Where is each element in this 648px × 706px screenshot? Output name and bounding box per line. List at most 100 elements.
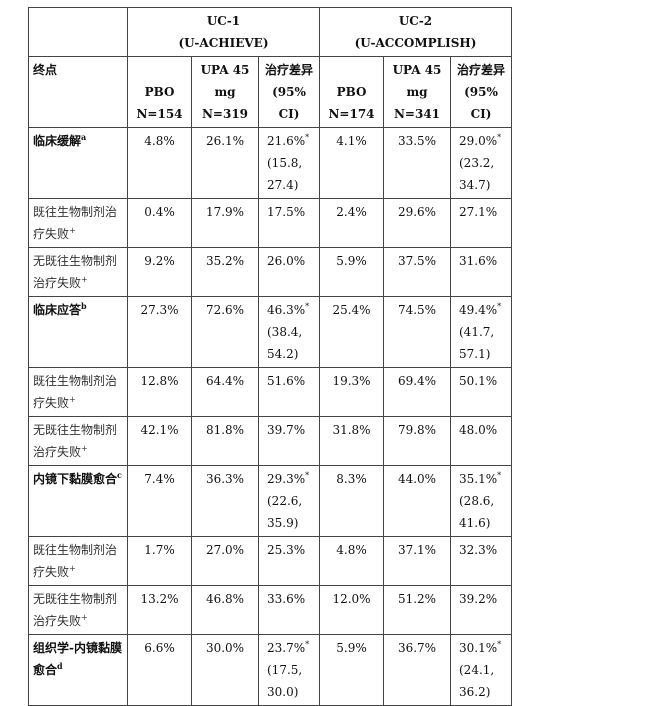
column-header-line: (95% [272,85,306,99]
rate-cell: 74.5% [383,296,451,368]
table-row: 既往生物制剂治疗失败+ 12.8% 64.4% 51.6% 19.3% 69.4% 50.1… [28,367,512,417]
cell-value: 32.3% [459,543,498,557]
cell-value: 2.4% [336,205,367,219]
confidence-interval-line: (22.6, [267,494,303,508]
rate-cell: 7.4% [127,465,192,537]
footnote-marker: + [81,444,88,453]
cell-value: 5.9% [336,254,367,268]
cell-value: 1.7% [144,543,175,557]
column-header-line: PBO [336,85,367,99]
confidence-interval-line: (15.8, [267,156,303,170]
column-header-line: N=319 [201,107,249,121]
cell-value: 46.3% [267,303,306,317]
treatment-difference-cell: 39.2% [450,585,512,635]
confidence-interval-line: 36.2) [459,685,491,699]
treatment-difference-cell: 31.6% [450,247,512,297]
column-header-line: CI) [470,107,492,121]
confidence-interval-line: 34.7) [459,178,491,192]
rate-cell: 33.5% [383,127,451,199]
cell-value: 72.6% [205,303,245,317]
cell-value: 4.8% [144,134,175,148]
significance-marker: * [305,302,310,311]
significance-marker: * [497,302,502,311]
column-header-line: mg [406,85,428,99]
column-header-line: 治疗差异 [264,63,313,77]
cell-value: 37.1% [397,543,437,557]
cell-value: 25.4% [332,303,371,317]
column-header-line: CI) [278,107,300,121]
group-title: UC-1 [206,14,241,28]
cell-value: 50.1% [459,374,498,388]
rate-cell: 30.0% [191,634,259,706]
cell-value: 6.6% [144,641,175,655]
cell-value: 42.1% [140,423,179,437]
rate-cell: 72.6% [191,296,259,368]
rate-cell: 25.4% [319,296,384,368]
confidence-interval-line: 27.4) [267,178,299,192]
cell-value: 19.3% [332,374,371,388]
column-header-line: UPA 45 [200,63,250,77]
rate-cell: 27.3% [127,296,192,368]
footnote-marker: d [57,661,63,671]
footnote-marker: + [69,395,76,404]
column-header: PBO N=174 [319,56,384,128]
cell-value: 4.1% [336,134,367,148]
group-header-uc1: UC-1 (U-ACHIEVE) [127,7,320,57]
rate-cell: 64.4% [191,367,259,417]
treatment-difference-cell: 27.1% [450,198,512,248]
column-header: PBO N=154 [127,56,192,128]
footnote-marker: a [81,132,87,142]
endpoint-label: 无既往生物制剂治疗失败+ [28,247,128,297]
endpoint-label: 既往生物制剂治疗失败+ [28,198,128,248]
treatment-difference-cell: 50.1% [450,367,512,417]
treatment-difference-cell: 23.7%* (17.5, 30.0) [258,634,320,706]
rate-cell: 79.8% [383,416,451,466]
cell-value: 9.2% [144,254,175,268]
confidence-interval-line: (38.4, [267,325,303,339]
cell-value: 74.5% [397,303,437,317]
cell-value: 31.8% [332,423,371,437]
cell-value: 29.0% [459,134,498,148]
rate-cell: 37.5% [383,247,451,297]
table-row: 无既往生物制剂治疗失败+ 42.1% 81.8% 39.7% 31.8% 79.8% 48.… [28,416,512,466]
rate-cell: 37.1% [383,536,451,586]
rate-cell: 46.8% [191,585,259,635]
endpoint-label-text: 无既往生物制剂治疗失败 [33,423,118,459]
cell-value: 81.8% [205,423,245,437]
cell-value: 30.0% [205,641,245,655]
cell-value: 29.6% [397,205,437,219]
cell-value: 26.0% [267,254,306,268]
rate-cell: 81.8% [191,416,259,466]
cell-value: 27.3% [140,303,179,317]
endpoint-label: 组织学-内镜黏膜愈合d [28,634,128,706]
confidence-interval-line: (23.2, [459,156,495,170]
treatment-difference-cell: 39.7% [258,416,320,466]
efficacy-table: UC-1 (U-ACHIEVE) UC-2 (U-ACCOMPLISH) 终点 … [28,7,512,706]
treatment-difference-cell: 26.0% [258,247,320,297]
column-header-line: PBO [144,85,175,99]
endpoint-label-text: 既往生物制剂治疗失败 [33,374,118,410]
confidence-interval-line: 35.9) [267,516,299,530]
table-row: 临床缓解a 4.8% 26.1% 21.6%* (15.8, 27.4) 4.1% 33.5%… [28,127,512,199]
cell-value: 49.4% [459,303,498,317]
footnote-marker: + [81,275,88,284]
confidence-interval-line: 30.0) [267,685,299,699]
confidence-interval-line: 41.6) [459,516,491,530]
treatment-difference-cell: 33.6% [258,585,320,635]
cell-value: 48.0% [459,423,498,437]
cell-value: 69.4% [397,374,437,388]
rate-cell: 44.0% [383,465,451,537]
column-header: UPA 45 mg N=341 [383,56,451,128]
footnote-marker: + [69,564,76,573]
rate-cell: 31.8% [319,416,384,466]
table-row: 无既往生物制剂治疗失败+ 13.2% 46.8% 33.6% 12.0% 51.2% 39.… [28,585,512,635]
endpoint-label: 临床缓解a [28,127,128,199]
significance-marker: * [497,133,502,142]
footnote-marker: + [69,226,76,235]
endpoint-label: 临床应答b [28,296,128,368]
treatment-difference-cell: 29.0%* (23.2, 34.7) [450,127,512,199]
cell-value: 37.5% [397,254,437,268]
confidence-interval-line: 57.1) [459,347,491,361]
table-row: 既往生物制剂治疗失败+ 0.4% 17.9% 17.5% 2.4% 29.6% 27.1% [28,198,512,248]
endpoint-label: 内镜下黏膜愈合c [28,465,128,537]
